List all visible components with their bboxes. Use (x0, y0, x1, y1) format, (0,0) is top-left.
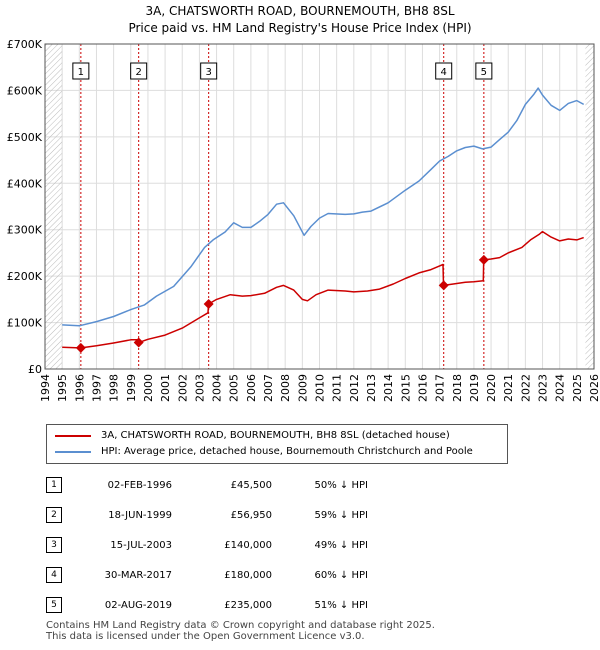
sale-label-number: 1 (78, 67, 84, 78)
x-tick-label: 2018 (451, 374, 464, 402)
y-tick-label: £300K (7, 224, 43, 237)
x-tick-label: 2011 (331, 374, 344, 402)
x-tick-label: 2014 (382, 374, 395, 402)
transactions-table: 1 02-FEB-1996 £45,500 50% ↓ HPI 2 18-JUN… (42, 470, 368, 620)
sale-point-marker (203, 299, 214, 309)
sale-label-number: 5 (481, 67, 487, 78)
x-tick-label: 2012 (348, 374, 361, 402)
y-tick-label: £400K (7, 177, 43, 190)
x-tick-label: 2013 (365, 374, 378, 402)
x-tick-label: 2010 (314, 374, 327, 402)
transaction-date: 30-MAR-2017 (104, 569, 172, 581)
x-tick-label: 1997 (90, 374, 103, 402)
footer-line1: Contains HM Land Registry data © Crown c… (46, 620, 435, 631)
transaction-number: 5 (46, 597, 62, 613)
x-tick-label: 1995 (56, 374, 69, 402)
transaction-number: 2 (46, 507, 62, 523)
table-row: 5 02-AUG-2019 £235,000 51% ↓ HPI (42, 590, 368, 620)
property-series-line (62, 230, 584, 349)
x-tick-label: 1994 (39, 374, 52, 402)
chart-title-line1: 3A, CHATSWORTH ROAD, BOURNEMOUTH, BH8 8S… (145, 4, 455, 18)
x-tick-label: 2022 (519, 374, 532, 402)
x-tick-label: 2019 (468, 374, 481, 402)
x-tick-label: 2020 (485, 374, 498, 402)
transaction-price: £180,000 (224, 569, 272, 581)
x-tick-label: 1996 (73, 374, 86, 402)
transaction-price: £45,500 (230, 479, 272, 491)
y-tick-label: £100K (7, 317, 43, 330)
transaction-price: £140,000 (224, 539, 272, 551)
sale-label-box (72, 62, 90, 80)
y-tick-label: £200K (7, 270, 43, 283)
legend-label-property: 3A, CHATSWORTH ROAD, BOURNEMOUTH, BH8 8S… (101, 430, 450, 441)
transaction-price: £235,000 (224, 599, 272, 611)
table-row: 1 02-FEB-1996 £45,500 50% ↓ HPI (42, 470, 368, 500)
table-row: 4 30-MAR-2017 £180,000 60% ↓ HPI (42, 560, 368, 590)
chart-legend: 3A, CHATSWORTH ROAD, BOURNEMOUTH, BH8 8S… (46, 424, 508, 464)
sale-point-marker (133, 337, 144, 348)
table-row: 3 15-JUL-2003 £140,000 49% ↓ HPI (42, 530, 368, 560)
y-tick-label: £600K (7, 84, 43, 97)
x-tick-label: 2000 (142, 374, 155, 402)
plot-frame (44, 43, 595, 370)
transaction-date: 18-JUN-1999 (108, 509, 172, 521)
transaction-hpi: 50% ↓ HPI (314, 479, 368, 491)
sale-label-number: 4 (441, 67, 447, 78)
x-tick-label: 2002 (176, 374, 189, 402)
x-tick-label: 2017 (434, 374, 447, 402)
x-tick-label: 2016 (416, 374, 429, 402)
transaction-hpi: 51% ↓ HPI (314, 599, 368, 611)
transaction-date: 02-FEB-1996 (107, 479, 172, 491)
sale-label-box (200, 62, 218, 80)
x-tick-label: 2001 (159, 374, 172, 402)
y-tick-label: £500K (7, 131, 43, 144)
x-tick-label: 2003 (193, 374, 206, 402)
x-tick-label: 1999 (125, 374, 138, 402)
x-tick-label: 2021 (502, 374, 515, 402)
transaction-number: 1 (46, 477, 62, 493)
x-tick-label: 2008 (279, 374, 292, 402)
x-tick-label: 2009 (296, 374, 309, 402)
hatch-region-after (585, 44, 594, 369)
transaction-hpi: 60% ↓ HPI (314, 569, 368, 581)
x-tick-label: 2026 (588, 374, 600, 402)
x-tick-label: 1998 (108, 374, 121, 402)
footer-line2: This data is licensed under the Open Gov… (46, 631, 365, 642)
x-tick-label: 2015 (399, 374, 412, 402)
x-tick-label: 2007 (262, 374, 275, 402)
transaction-hpi: 49% ↓ HPI (314, 539, 368, 551)
transaction-number: 3 (46, 537, 62, 553)
x-tick-label: 2004 (211, 374, 224, 402)
sale-point-marker (75, 342, 86, 353)
price-chart: 1 2 3 4 5 £0 £100K £200K £300K £400K £500K £600K £7… (7, 38, 600, 402)
x-tick-label: 2025 (571, 374, 584, 402)
legend-label-hpi: HPI: Average price, detached house, Bour… (101, 446, 473, 457)
footer-attribution: Contains HM Land Registry data © Crown c… (46, 620, 435, 642)
legend-swatch-property (55, 435, 91, 437)
x-tick-label: 2024 (554, 374, 567, 402)
y-tick-label: £0 (28, 363, 42, 376)
sale-label-box (435, 62, 453, 80)
transaction-number: 4 (46, 567, 62, 583)
chart-title-line2: Price paid vs. HM Land Registry's House … (128, 21, 472, 35)
sale-point-marker (438, 280, 449, 291)
transaction-date: 02-AUG-2019 (104, 599, 172, 611)
sale-label-box (475, 62, 493, 80)
hpi-series-line (62, 87, 585, 327)
transaction-date: 15-JUL-2003 (110, 539, 172, 551)
x-tick-label: 2023 (537, 374, 550, 402)
sale-point-marker (478, 254, 489, 265)
sale-label-box (130, 62, 148, 80)
x-tick-label: 2005 (228, 374, 241, 402)
table-row: 2 18-JUN-1999 £56,950 59% ↓ HPI (42, 500, 368, 530)
y-tick-label: £700K (7, 38, 43, 51)
sale-label-number: 2 (135, 67, 141, 78)
hatch-region-before (45, 44, 63, 369)
transaction-price: £56,950 (230, 509, 272, 521)
legend-swatch-hpi (55, 451, 91, 453)
x-tick-label: 2006 (245, 374, 258, 402)
sale-label-number: 3 (205, 67, 211, 78)
transaction-hpi: 59% ↓ HPI (314, 509, 368, 521)
